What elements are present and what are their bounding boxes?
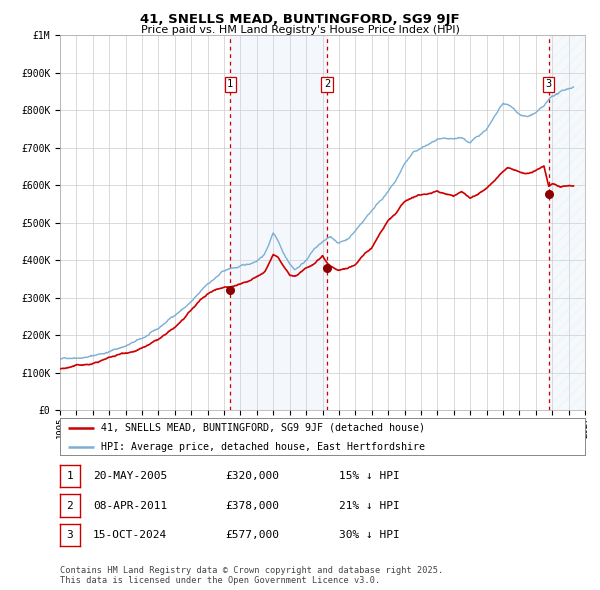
Text: 1: 1 [227, 79, 233, 89]
Text: 15-OCT-2024: 15-OCT-2024 [93, 530, 167, 540]
Text: 41, SNELLS MEAD, BUNTINGFORD, SG9 9JF: 41, SNELLS MEAD, BUNTINGFORD, SG9 9JF [140, 13, 460, 26]
Text: HPI: Average price, detached house, East Hertfordshire: HPI: Average price, detached house, East… [101, 441, 425, 451]
Text: 08-APR-2011: 08-APR-2011 [93, 501, 167, 510]
Text: £577,000: £577,000 [225, 530, 279, 540]
Text: 15% ↓ HPI: 15% ↓ HPI [339, 471, 400, 481]
Text: 2: 2 [67, 501, 73, 510]
Text: 21% ↓ HPI: 21% ↓ HPI [339, 501, 400, 510]
Text: 30% ↓ HPI: 30% ↓ HPI [339, 530, 400, 540]
Text: 20-MAY-2005: 20-MAY-2005 [93, 471, 167, 481]
Text: 2: 2 [324, 79, 330, 89]
Text: Contains HM Land Registry data © Crown copyright and database right 2025.
This d: Contains HM Land Registry data © Crown c… [60, 566, 443, 585]
Text: 3: 3 [545, 79, 552, 89]
Text: 41, SNELLS MEAD, BUNTINGFORD, SG9 9JF (detached house): 41, SNELLS MEAD, BUNTINGFORD, SG9 9JF (d… [101, 423, 425, 433]
Text: 1: 1 [67, 471, 73, 481]
Text: 3: 3 [67, 530, 73, 540]
Bar [230, 35, 327, 410]
Bar [549, 35, 585, 410]
Text: £320,000: £320,000 [225, 471, 279, 481]
Text: £378,000: £378,000 [225, 501, 279, 510]
Text: Price paid vs. HM Land Registry's House Price Index (HPI): Price paid vs. HM Land Registry's House … [140, 25, 460, 35]
